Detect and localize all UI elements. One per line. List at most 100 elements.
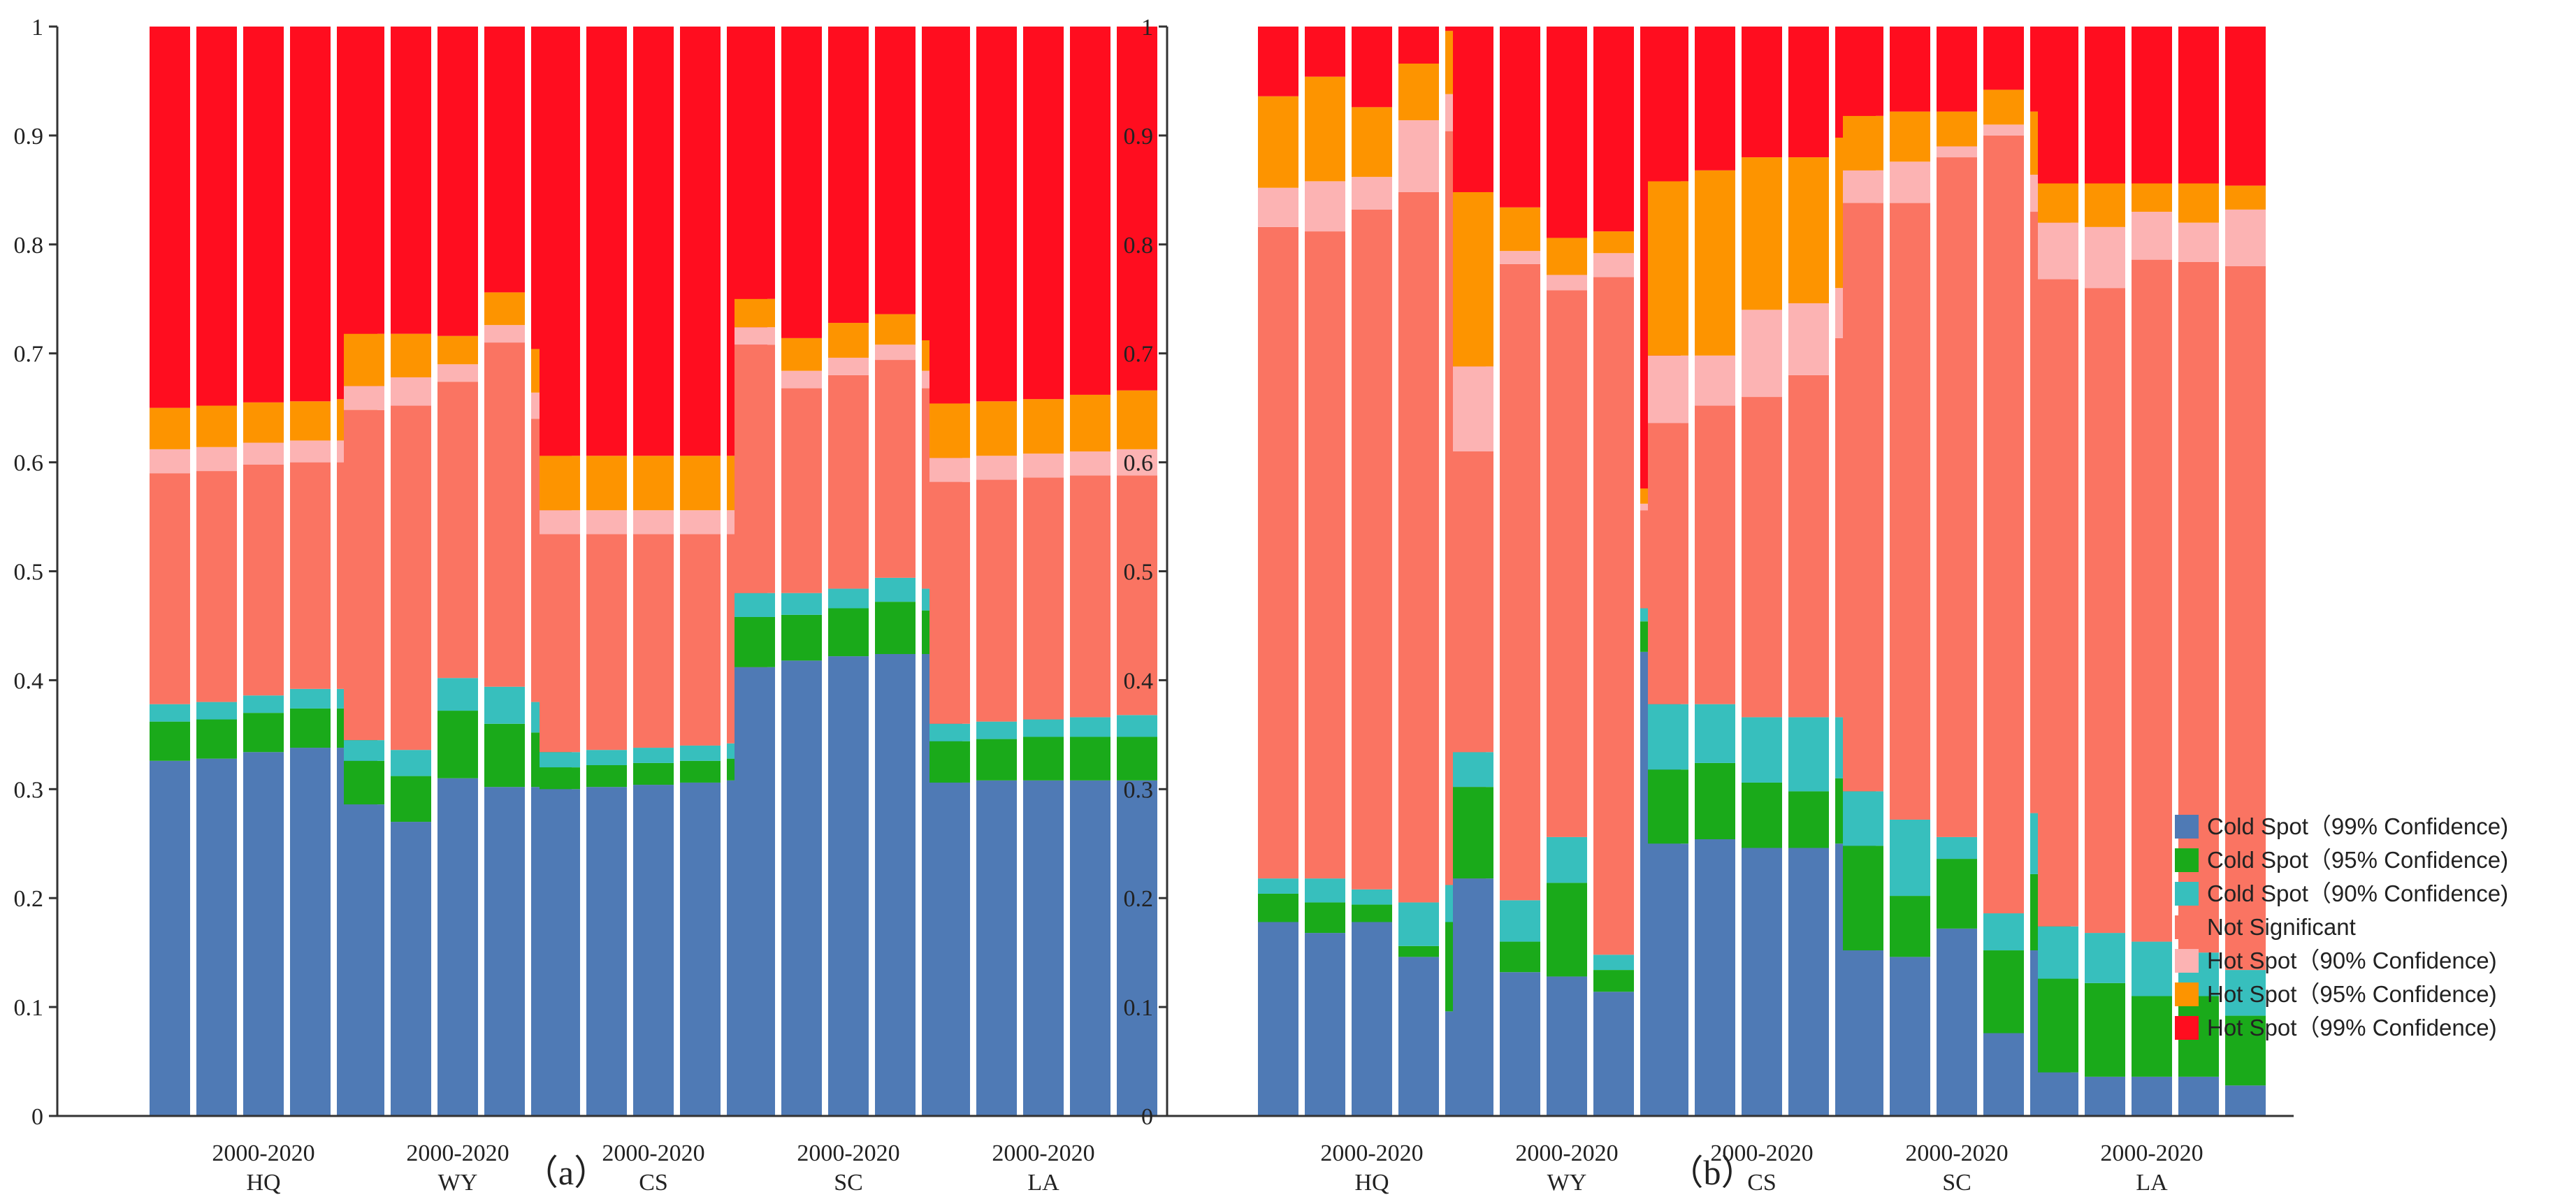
x-tick-group-label: HQ [246, 1170, 280, 1196]
bar-hq-2-cold-99 [1305, 933, 1345, 1116]
bar-sc-1-hot-99 [735, 27, 775, 299]
y-tick-label: 0.9 [1124, 124, 1154, 150]
bar-la-3-not-significant [1023, 477, 1064, 720]
bar-wy-1-hot-99 [1453, 27, 1493, 192]
bar-sc-3-not-significant [828, 375, 869, 589]
bar-wy-2-not-significant [391, 405, 431, 750]
legend-label-hot-95: Hot Spot（95% Confidence) [2207, 981, 2497, 1007]
bar-la-3-hot-99 [1023, 27, 1064, 400]
bar-cs-2-not-significant [1695, 405, 1735, 704]
bar-sc-3-cold-99 [1937, 928, 1977, 1116]
bar-group-hq [150, 27, 377, 1116]
bar-la-2-not-significant [976, 479, 1017, 722]
bar-sc-4-hot-90 [875, 344, 916, 361]
bar-cs-2-cold-90 [586, 750, 627, 766]
bar-sc-3-cold-90 [1937, 836, 1977, 860]
bar-sc-2-cold-99 [781, 660, 822, 1116]
bar-la-5-hot-95 [2225, 185, 2266, 210]
bar-hq-1-not-significant [150, 473, 190, 704]
bar-wy-4-cold-90 [1593, 955, 1634, 971]
bar-sc-1-hot-99 [1843, 27, 1883, 116]
bar-sc-2-cold-90 [1890, 819, 1930, 897]
bar-la-2-hot-90 [2085, 226, 2125, 289]
y-tick-label: 0.6 [14, 451, 44, 477]
y-tick-label: 0.5 [1124, 560, 1154, 586]
bar-hq-2-not-significant [1305, 231, 1345, 879]
bar-hq-2-cold-90 [1305, 878, 1345, 903]
bar-sc-3-cold-99 [828, 656, 869, 1116]
legend-label-cold-99: Cold Spot（99% Confidence) [2207, 813, 2508, 839]
bar-group-cs [540, 27, 767, 1116]
bar-wy-3-not-significant [1547, 290, 1587, 837]
bar-hq-1-not-significant [1258, 226, 1298, 879]
bar-sc-2-hot-99 [781, 27, 822, 338]
bar-hq-1-cold-95 [150, 721, 190, 761]
bar-la-1-cold-90 [929, 723, 970, 741]
bar-la-3-cold-95 [2132, 996, 2172, 1077]
bar-cs-4-cold-99 [1788, 848, 1829, 1116]
bar-wy-4-cold-90 [484, 686, 525, 724]
bar-cs-1-hot-90 [1648, 355, 1688, 423]
bar-la-4-hot-99 [2178, 27, 2219, 184]
bar-cs-1-cold-95 [540, 767, 580, 790]
bar-sc-2-cold-90 [781, 593, 822, 615]
bar-wy-3-hot-95 [437, 335, 478, 365]
bar-la-3-cold-99 [1023, 780, 1064, 1116]
bar-hq-3-not-significant [1352, 209, 1392, 890]
bar-hq-1-hot-99 [1258, 27, 1298, 96]
bar-sc-4-hot-95 [1983, 89, 2024, 125]
bar-hq-2-not-significant [196, 471, 237, 702]
y-tick-label: 0.1 [1124, 995, 1154, 1021]
bar-wy-4-hot-99 [1593, 27, 1634, 232]
bar-la-5-cold-99 [2225, 1085, 2266, 1116]
bar-la-1-hot-95 [2038, 183, 2078, 223]
bar-cs-3-cold-99 [633, 785, 674, 1116]
bar-wy-4-not-significant [1593, 277, 1634, 955]
bar-hq-2-hot-95 [196, 405, 237, 447]
bar-la-4-cold-99 [1070, 780, 1110, 1116]
bar-la-5-hot-90 [2225, 209, 2266, 266]
bar-cs-1-cold-99 [540, 789, 580, 1116]
bar-sc-4-cold-95 [1983, 950, 2024, 1033]
bar-wy-2-hot-90 [1500, 251, 1540, 264]
bar-cs-3-not-significant [1742, 397, 1782, 718]
legend-label-cold-90: Cold Spot（90% Confidence) [2207, 880, 2508, 906]
bar-sc-4-hot-90 [1983, 124, 2024, 136]
bar-la-4-hot-90 [2178, 222, 2219, 262]
bar-hq-2-hot-90 [196, 447, 237, 472]
bar-la-2-cold-99 [2085, 1076, 2125, 1116]
bar-la-4-cold-90 [1070, 717, 1110, 737]
bar-hq-3-cold-95 [1352, 904, 1392, 922]
bar-hq-2-cold-95 [196, 719, 237, 759]
bar-cs-2-cold-99 [586, 787, 627, 1116]
bar-hq-3-hot-95 [1352, 107, 1392, 177]
bar-sc-4-cold-95 [875, 602, 916, 654]
bar-hq-3-hot-99 [243, 27, 284, 402]
bar-cs-1-not-significant [1648, 423, 1688, 704]
panel-a-chart: 2000-2020 HQ 2000-2020 WY 2000-2020 CS 2000-20… [14, 15, 1185, 1196]
x-tick-group-label: SC [1942, 1170, 1971, 1196]
y-tick-label: 0.5 [14, 560, 44, 586]
bar-wy-4-cold-99 [484, 787, 525, 1116]
bar-hq-4-cold-95 [290, 708, 331, 748]
bar-la-3-cold-99 [2132, 1076, 2172, 1116]
bar-wy-4-cold-99 [1593, 992, 1634, 1116]
bar-hq-4-hot-95 [1398, 64, 1439, 121]
bar-wy-2-hot-95 [391, 333, 431, 377]
bar-wy-3-hot-99 [437, 27, 478, 336]
bar-sc-3-hot-95 [828, 323, 869, 358]
bar-sc-2-hot-99 [1890, 27, 1930, 112]
bar-wy-2-cold-99 [1500, 972, 1540, 1116]
x-tick-group-label: CS [639, 1170, 668, 1196]
bar-la-1-not-significant [2038, 279, 2078, 927]
bar-cs-1-not-significant [540, 534, 580, 753]
bar-sc-3-cold-95 [828, 608, 869, 657]
legend-swatch-cold-90 [2175, 882, 2199, 906]
bar-hq-1-hot-90 [1258, 187, 1298, 227]
bar-cs-1-cold-90 [540, 752, 580, 768]
bar-hq-1-cold-90 [150, 704, 190, 722]
x-tick-group-label: SC [834, 1170, 863, 1196]
bar-hq-2-hot-99 [196, 27, 237, 406]
bar-wy-1-hot-90 [1453, 366, 1493, 452]
